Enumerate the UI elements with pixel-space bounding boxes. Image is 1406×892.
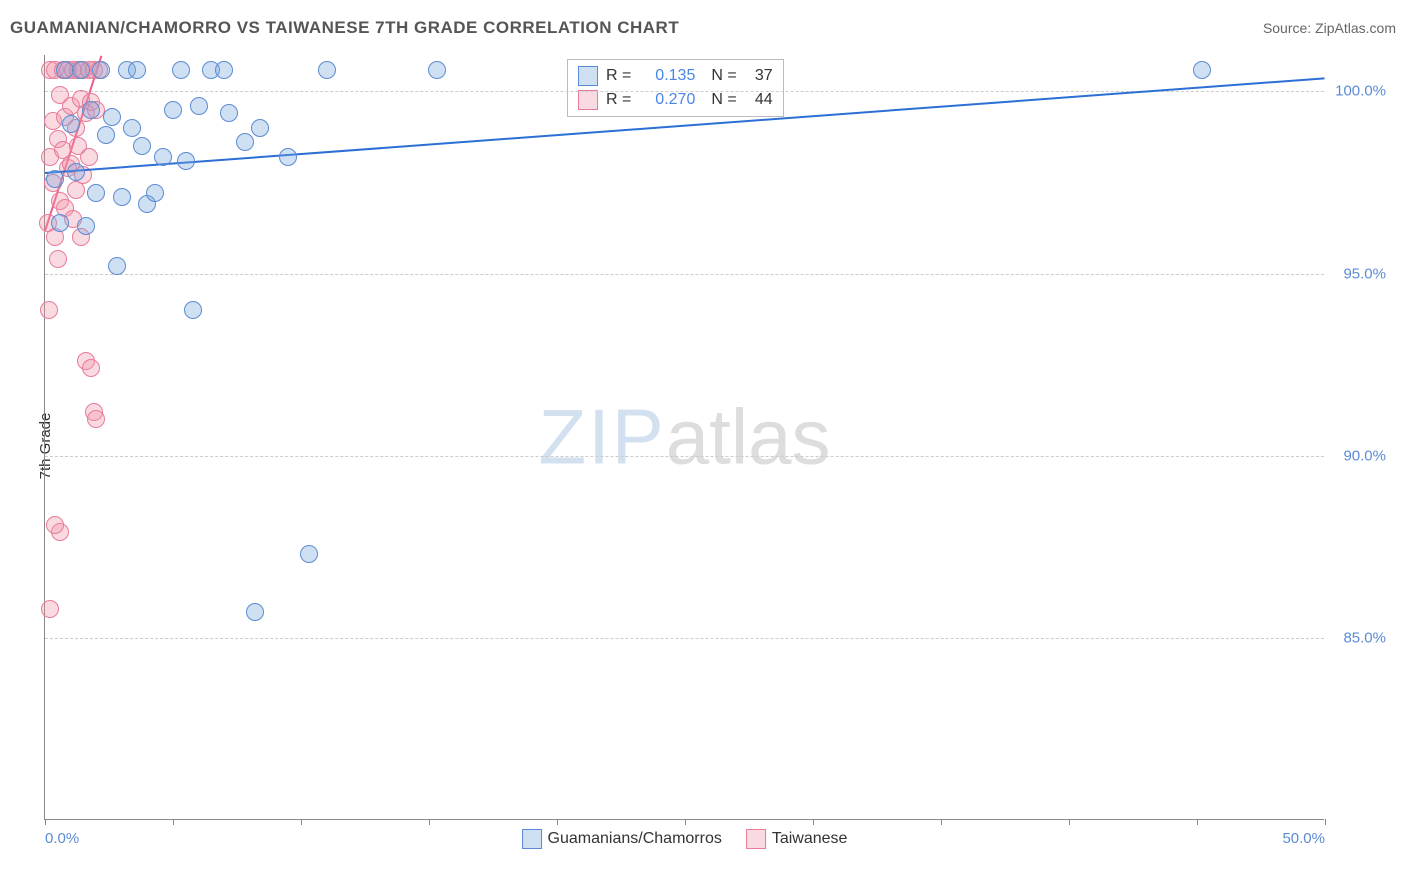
legend-r-label: R =	[606, 67, 631, 85]
data-point	[251, 119, 269, 137]
source-attribution: Source: ZipAtlas.com	[1263, 20, 1396, 36]
data-point	[51, 214, 69, 232]
x-tick	[813, 819, 814, 825]
x-tick	[557, 819, 558, 825]
legend-swatch	[522, 829, 542, 849]
data-point	[97, 126, 115, 144]
legend-n-label: N =	[711, 67, 736, 85]
x-tick	[1197, 819, 1198, 825]
data-point	[72, 61, 90, 79]
data-point	[318, 61, 336, 79]
data-point	[62, 115, 80, 133]
data-point	[46, 516, 64, 534]
legend-n-label: N =	[711, 91, 736, 109]
series-legend-item: Guamanians/Chamorros	[522, 829, 722, 849]
data-point	[220, 104, 238, 122]
x-tick-label: 0.0%	[45, 830, 79, 847]
watermark: ZIPatlas	[538, 392, 830, 483]
data-point	[82, 101, 100, 119]
x-tick	[429, 819, 430, 825]
data-point	[146, 184, 164, 202]
data-point	[164, 101, 182, 119]
plot-area: ZIPatlas R =0.135N =37R =0.270N =44 Guam…	[44, 55, 1324, 820]
data-point	[1193, 61, 1211, 79]
series-legend: Guamanians/Chamorros Taiwanese	[522, 829, 848, 849]
y-tick-label: 90.0%	[1343, 447, 1386, 464]
x-tick-label: 50.0%	[1282, 830, 1325, 847]
gridline	[45, 456, 1324, 457]
stats-legend: R = 0.135 N = 37 R = 0.270 N = 44	[567, 59, 784, 117]
watermark-part1: ZIP	[538, 393, 665, 481]
data-point	[133, 137, 151, 155]
series-legend-item: Taiwanese	[746, 829, 848, 849]
legend-r-value: 0.270	[639, 91, 695, 109]
data-point	[77, 217, 95, 235]
legend-n-value: 37	[745, 67, 773, 85]
watermark-part2: atlas	[666, 393, 831, 481]
data-point	[128, 61, 146, 79]
x-tick	[173, 819, 174, 825]
gridline	[45, 274, 1324, 275]
data-point	[246, 603, 264, 621]
legend-swatch	[578, 66, 598, 86]
series-name: Guamanians/Chamorros	[548, 830, 722, 848]
legend-n-value: 44	[745, 91, 773, 109]
x-tick	[941, 819, 942, 825]
gridline	[45, 638, 1324, 639]
data-point	[80, 148, 98, 166]
data-point	[236, 133, 254, 151]
data-point	[82, 359, 100, 377]
x-tick	[1069, 819, 1070, 825]
legend-r-label: R =	[606, 91, 631, 109]
data-point	[49, 250, 67, 268]
data-point	[279, 148, 297, 166]
y-tick-label: 100.0%	[1335, 83, 1386, 100]
data-point	[184, 301, 202, 319]
data-point	[87, 184, 105, 202]
y-tick-label: 95.0%	[1343, 265, 1386, 282]
data-point	[172, 61, 190, 79]
y-tick-label: 85.0%	[1343, 629, 1386, 646]
data-point	[40, 301, 58, 319]
x-tick	[685, 819, 686, 825]
data-point	[300, 545, 318, 563]
data-point	[46, 170, 64, 188]
chart-title: GUAMANIAN/CHAMORRO VS TAIWANESE 7TH GRAD…	[10, 18, 679, 38]
x-tick	[301, 819, 302, 825]
data-point	[123, 119, 141, 137]
x-tick	[1325, 819, 1326, 825]
data-point	[103, 108, 121, 126]
data-point	[41, 600, 59, 618]
series-name: Taiwanese	[772, 830, 848, 848]
data-point	[108, 257, 126, 275]
data-point	[428, 61, 446, 79]
legend-swatch	[578, 90, 598, 110]
legend-swatch	[746, 829, 766, 849]
data-point	[190, 97, 208, 115]
x-tick	[45, 819, 46, 825]
data-point	[67, 163, 85, 181]
legend-r-value: 0.135	[639, 67, 695, 85]
data-point	[92, 61, 110, 79]
legend-row: R = 0.135 N = 37	[578, 64, 773, 88]
data-point	[154, 148, 172, 166]
data-point	[177, 152, 195, 170]
data-point	[87, 410, 105, 428]
data-point	[215, 61, 233, 79]
data-point	[113, 188, 131, 206]
